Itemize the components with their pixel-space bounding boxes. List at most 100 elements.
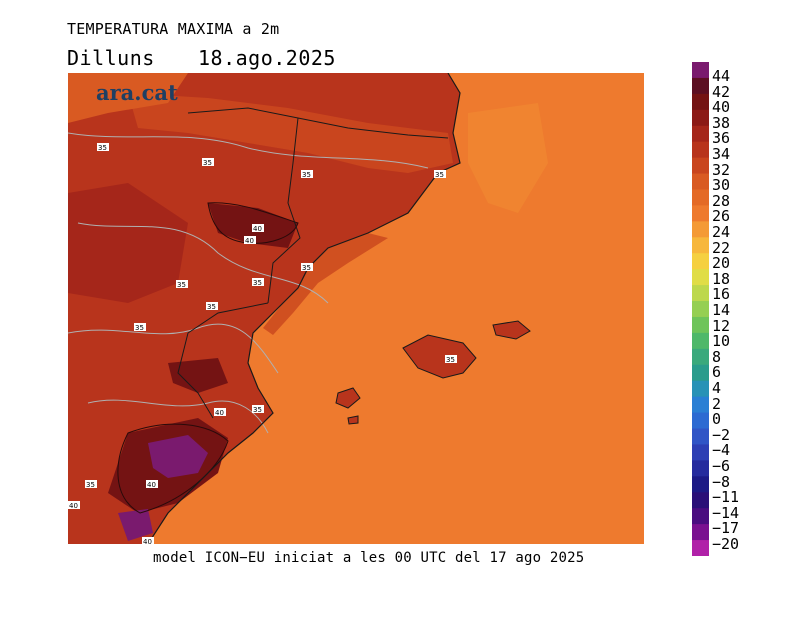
colorbar-label: 12 <box>712 316 731 335</box>
colorbar-label: 14 <box>712 301 731 319</box>
contour-label: 40 <box>215 409 224 417</box>
island-ibiza <box>335 387 361 409</box>
contour-label-box <box>142 537 154 544</box>
warm-sea-patch <box>468 103 548 213</box>
colorbar-label: −8 <box>712 472 731 491</box>
border-france <box>187 107 449 139</box>
colorbar-swatch <box>692 524 709 541</box>
contour-label-box <box>244 236 256 244</box>
colorbar-swatch <box>692 62 709 79</box>
contour-label: 40 <box>143 538 152 544</box>
colorbar-label: 10 <box>712 332 731 351</box>
temperature-map: 35 35 35 35 40 40 35 35 35 35 35 35 35 4… <box>68 73 644 544</box>
temperature-colorbar <box>692 62 709 556</box>
contour-label: 35 <box>135 324 144 332</box>
colorbar-swatch <box>692 221 709 238</box>
colorbar-swatch <box>692 77 709 95</box>
island-menorca <box>492 320 531 340</box>
colorbar-swatch <box>692 476 709 493</box>
contour-35-c <box>68 323 279 374</box>
colorbar-swatch <box>692 508 709 525</box>
colorbar-swatch <box>692 93 709 111</box>
colorbar-swatch <box>692 301 709 318</box>
contour-35-d <box>87 399 269 434</box>
colorbar-swatch <box>692 189 709 206</box>
contour-label-box <box>301 170 313 178</box>
colorbar-label: 16 <box>712 285 731 304</box>
colorbar-swatch <box>692 444 709 461</box>
colorbar-label: −11 <box>712 488 740 507</box>
contour-label: 35 <box>446 356 455 364</box>
colorbar-label: 34 <box>712 145 731 163</box>
colorbar-swatch <box>692 285 709 302</box>
colorbar-swatch <box>692 125 709 143</box>
contour-label-box <box>146 480 158 488</box>
extreme-zone-south <box>148 435 208 478</box>
colorbar-swatch <box>692 109 709 127</box>
contour-label-box <box>252 278 264 286</box>
day-label: Dilluns <box>67 46 155 70</box>
hot-zone-inner <box>68 183 188 303</box>
colorbar-label: 40 <box>712 98 731 117</box>
contour-40-a <box>207 202 299 244</box>
border-catalonia <box>267 117 301 304</box>
contour-label-box <box>68 501 80 509</box>
contour-label: 35 <box>435 171 444 179</box>
contour-label-box <box>445 355 457 363</box>
contour-label: 35 <box>98 144 107 152</box>
extreme-zone-southwest <box>118 509 153 541</box>
colorbar-label: 4 <box>712 379 722 397</box>
colorbar-swatch <box>692 364 709 382</box>
colorbar-label: 20 <box>712 254 731 273</box>
colorbar-label: 24 <box>712 223 731 241</box>
contour-label-box <box>301 263 313 271</box>
colorbar-swatch <box>692 540 709 556</box>
contour-label: 35 <box>177 281 186 289</box>
colorbar-label: 42 <box>712 82 731 101</box>
contour-label-box <box>134 323 146 331</box>
contour-label-box <box>252 405 264 413</box>
coastal-strip <box>263 233 388 335</box>
colorbar-swatch <box>692 316 709 334</box>
contour-label-box <box>202 158 214 166</box>
contour-label-box <box>97 143 109 151</box>
contour-label: 35 <box>86 481 95 489</box>
contour-label-box <box>214 408 226 416</box>
contour-label: 35 <box>302 264 311 272</box>
contour-label-box <box>252 224 264 232</box>
border-valencia <box>177 302 269 419</box>
colorbar-swatch <box>692 157 709 175</box>
model-footer: model ICON−EU iniciat a les 00 UTC del 1… <box>153 550 585 566</box>
colorbar-label: −4 <box>712 441 731 460</box>
colorbar-label: −17 <box>712 519 740 538</box>
contour-label-group: 35 35 35 35 40 40 35 35 35 35 35 35 35 4… <box>68 143 457 544</box>
colorbar-swatch <box>692 237 709 254</box>
colorbar-label: 38 <box>712 113 731 132</box>
contour-35-a <box>68 132 429 169</box>
colorbar-swatch <box>692 428 709 445</box>
colorbar-swatch <box>692 396 709 414</box>
contour-label: 40 <box>253 225 262 233</box>
contour-label: 40 <box>245 237 254 245</box>
colorbar-label: 32 <box>712 160 731 179</box>
colorbar-label: 28 <box>712 191 731 210</box>
contour-label-box <box>434 170 446 178</box>
colorbar-label: −6 <box>712 457 731 475</box>
colorbar-label: −14 <box>712 503 740 522</box>
date-label: 18.ago.2025 <box>198 46 336 70</box>
island-formentera <box>347 415 359 425</box>
colorbar-swatch <box>692 173 709 190</box>
colorbar-label: 36 <box>712 129 731 148</box>
contour-label: 40 <box>69 502 78 510</box>
colorbar-label: 0 <box>712 410 722 429</box>
contour-label: 35 <box>253 279 262 287</box>
colorbar-label: 44 <box>712 67 731 85</box>
contour-label: 35 <box>302 171 311 179</box>
colorbar-label: 18 <box>712 269 731 288</box>
colorbar-label: 26 <box>712 207 731 226</box>
colorbar-label: −20 <box>712 535 740 553</box>
colorbar-swatch <box>692 253 709 270</box>
ara-cat-logo: ara.cat <box>96 80 178 105</box>
northwest-zone <box>68 73 188 123</box>
colorbar-swatch <box>692 412 709 430</box>
